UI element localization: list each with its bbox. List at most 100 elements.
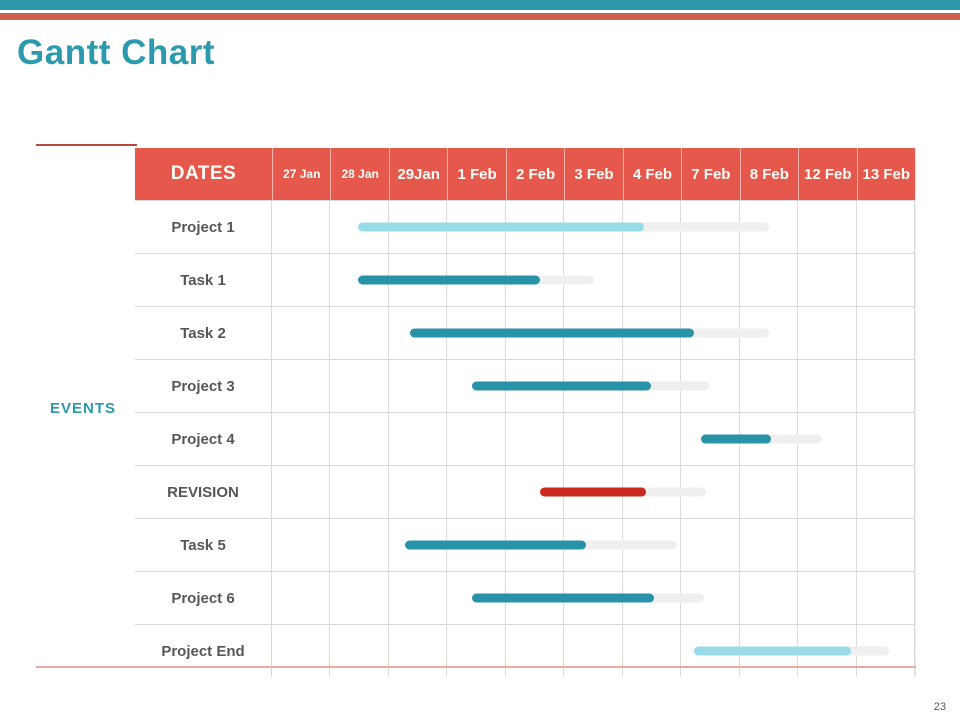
page-title: Gantt Chart [17,33,215,72]
date-header-cell: 8 Feb [739,148,798,200]
gantt-header-row: DATES 27 Jan 28 Jan 29Jan 1 Feb 2 Feb 3 Feb 4 … [135,148,915,200]
grid-cell [623,625,682,677]
task-label: Project 3 [135,360,272,412]
grid-cell [740,519,799,571]
grid-cell [681,360,740,412]
table-top-rule [36,144,137,146]
grid-cell [623,519,682,571]
task-label: Project 6 [135,572,272,624]
grid-cell [447,625,506,677]
task-bar [701,434,772,444]
task-timeline [272,360,915,412]
grid-cell [623,254,682,306]
grid-cell [506,625,565,677]
grid-cell [330,625,389,677]
task-timeline [272,572,915,624]
date-header-cell: 12 Feb [798,148,856,200]
gantt-row: Project 1 [135,200,915,253]
grid-cell [272,254,331,306]
task-timeline [272,254,915,306]
date-header-cell: 4 Feb [622,148,681,200]
task-bar [357,275,540,285]
top-stripe-red [0,13,960,20]
gantt-row: Task 2 [135,306,915,359]
grid-cell [564,413,623,465]
grid-cell [798,360,857,412]
grid-cell [740,254,799,306]
grid-cell [740,466,799,518]
grid-cell [330,519,389,571]
grid-cell [857,360,915,412]
grid-cell [447,413,506,465]
date-header-cell: 3 Feb [564,148,622,200]
grid-cell [330,572,389,624]
grid-cell [857,466,915,518]
gantt-row: Task 1 [135,253,915,306]
task-bar [357,222,645,232]
task-bar [694,646,851,656]
task-label: Task 1 [135,254,272,306]
grid-cell [564,254,623,306]
top-stripe-teal [0,0,960,10]
grid-cell [681,254,740,306]
grid-cell [857,625,915,677]
task-timeline [272,413,915,465]
task-timeline [272,201,915,253]
grid-cell [389,466,448,518]
grid-cell [330,360,389,412]
grid-cell [564,625,623,677]
grid-cell [798,413,857,465]
grid-cell [330,307,389,359]
grid-cell [272,572,331,624]
grid-cell [798,201,857,253]
date-header-cell: 27 Jan [272,148,330,200]
grid-cell [389,572,448,624]
gantt-row: REVISION [135,465,915,518]
grid-cell [272,307,331,359]
task-timeline [272,466,915,518]
grid-cell [272,519,331,571]
gantt-row: Task 5 [135,518,915,571]
grid-cell [272,360,331,412]
grid-cell [681,466,740,518]
grid-cell [857,413,915,465]
grid-cell [798,307,857,359]
task-timeline [272,307,915,359]
task-bar [404,540,587,550]
bottom-rule [36,666,916,668]
grid-cell [506,413,565,465]
date-columns: 27 Jan 28 Jan 29Jan 1 Feb 2 Feb 3 Feb 4 Feb 7 F… [272,148,915,200]
grid-cell [681,519,740,571]
grid-cell [447,466,506,518]
grid-cell [623,413,682,465]
date-header-cell: 7 Feb [681,148,739,200]
task-bar [472,593,655,603]
task-label: Project End [135,625,272,677]
grid-cell [389,360,448,412]
date-header-cell: 1 Feb [447,148,505,200]
grid-cell [798,254,857,306]
grid-cell [681,572,740,624]
grid-cell [798,466,857,518]
grid-cell [272,413,331,465]
gantt-row: Project 4 [135,412,915,465]
task-label: Project 4 [135,413,272,465]
grid-cell [740,307,799,359]
gantt-table: DATES 27 Jan 28 Jan 29Jan 1 Feb 2 Feb 3 Feb 4 … [135,148,916,677]
grid-cell [272,625,331,677]
grid-cell [389,413,448,465]
task-label: Task 5 [135,519,272,571]
date-header-cell: 29Jan [388,148,447,200]
grid-cell [389,625,448,677]
grid-cell [740,360,799,412]
grid-cell [857,572,915,624]
grid-cell [740,201,799,253]
grid-cell [740,572,799,624]
grid-cell [857,201,915,253]
task-label: REVISION [135,466,272,518]
dates-header-cell: DATES [170,163,237,184]
grid-cell [857,307,915,359]
task-bar [472,381,652,391]
grid-cell [272,201,331,253]
